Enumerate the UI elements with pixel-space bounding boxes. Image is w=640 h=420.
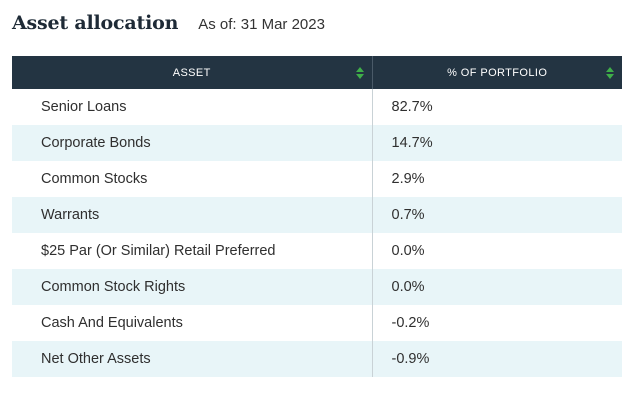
asset-name-cell: Senior Loans <box>12 89 373 125</box>
asset-name-cell: Warrants <box>12 197 373 233</box>
asset-name-cell: Net Other Assets <box>12 341 373 377</box>
asset-name-cell: Common Stock Rights <box>12 269 373 305</box>
table-row: $25 Par (Or Similar) Retail Preferred 0.… <box>12 233 622 269</box>
table-row: Net Other Assets -0.9% <box>12 341 622 377</box>
asset-name-cell: Cash And Equivalents <box>12 305 373 341</box>
table-row: Warrants 0.7% <box>12 197 622 233</box>
percent-cell: 2.9% <box>372 161 622 197</box>
sort-updown-icon[interactable] <box>355 66 364 79</box>
column-header-label: % OF PORTFOLIO <box>447 66 548 79</box>
asset-name-cell: Corporate Bonds <box>12 125 373 161</box>
table-row: Corporate Bonds 14.7% <box>12 125 622 161</box>
percent-cell: 0.7% <box>372 197 622 233</box>
table-row: Common Stocks 2.9% <box>12 161 622 197</box>
asset-allocation-table: ASSET % OF PORTFOLIO Senior Loans 82.7% … <box>12 56 622 377</box>
percent-cell: 0.0% <box>372 269 622 305</box>
table-header-row: ASSET % OF PORTFOLIO <box>12 56 622 89</box>
percent-cell: 0.0% <box>372 233 622 269</box>
column-header-asset[interactable]: ASSET <box>12 56 373 89</box>
asset-name-cell: Common Stocks <box>12 161 373 197</box>
as-of-date: As of: 31 Mar 2023 <box>198 16 325 33</box>
table-row: Cash And Equivalents -0.2% <box>12 305 622 341</box>
percent-cell: 82.7% <box>372 89 622 125</box>
percent-cell: -0.9% <box>372 341 622 377</box>
section-title: Asset allocation <box>12 12 179 34</box>
column-header-label: ASSET <box>172 66 211 79</box>
table-row: Senior Loans 82.7% <box>12 89 622 125</box>
column-header-percent[interactable]: % OF PORTFOLIO <box>372 56 622 89</box>
table-row: Common Stock Rights 0.0% <box>12 269 622 305</box>
section-header: Asset allocation As of: 31 Mar 2023 <box>12 12 325 42</box>
percent-cell: 14.7% <box>372 125 622 161</box>
sort-updown-icon[interactable] <box>606 66 614 79</box>
asset-name-cell: $25 Par (Or Similar) Retail Preferred <box>12 233 373 269</box>
percent-cell: -0.2% <box>372 305 622 341</box>
